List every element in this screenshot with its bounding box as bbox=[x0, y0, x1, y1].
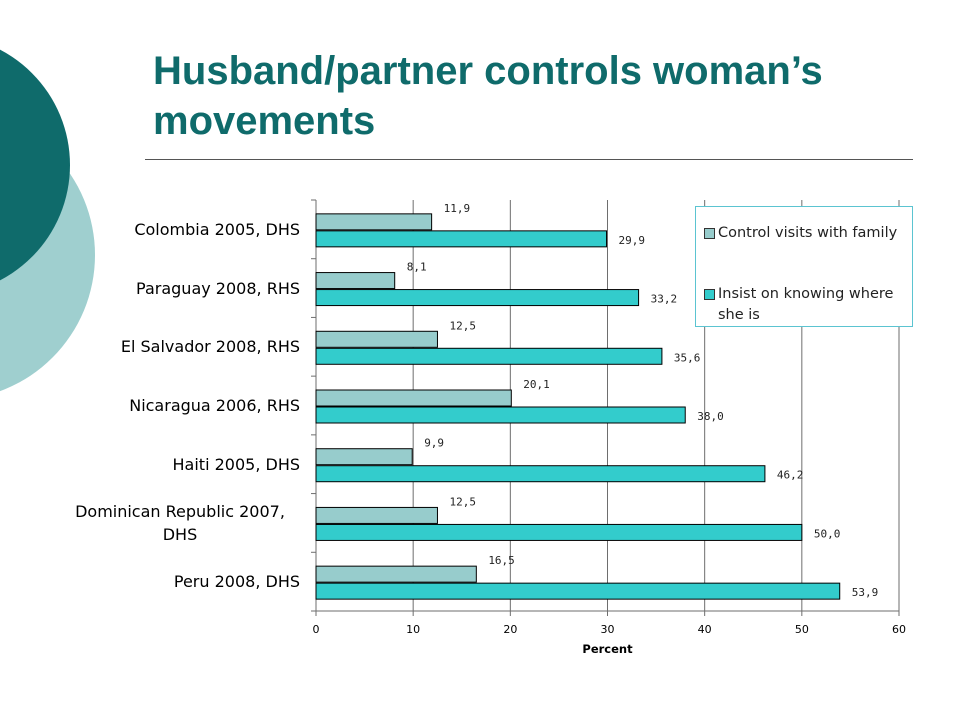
category-label: Peru 2008, DHS bbox=[173, 572, 300, 592]
x-tick-label: 50 bbox=[795, 623, 809, 636]
legend-label: Insist on knowing where she is bbox=[718, 286, 894, 323]
bar-insist-knowing bbox=[315, 289, 640, 307]
data-label: 38,0 bbox=[697, 410, 724, 423]
x-tick-label: 40 bbox=[698, 623, 712, 636]
slide-title: Husband/partner controls woman’s movemen… bbox=[153, 49, 823, 143]
legend-label: Control visits with family bbox=[718, 225, 898, 241]
x-axis-label: Percent bbox=[582, 642, 633, 656]
title-divider bbox=[145, 159, 913, 160]
bar-control-visits bbox=[315, 448, 413, 466]
bar-control-visits bbox=[315, 389, 512, 407]
bar-control-visits bbox=[315, 330, 438, 348]
bar-insist-knowing bbox=[315, 230, 608, 248]
x-tick-label: 30 bbox=[601, 623, 615, 636]
x-tick-label: 60 bbox=[892, 623, 906, 636]
data-label: 46,2 bbox=[777, 469, 804, 482]
bar-insist-knowing bbox=[315, 465, 766, 483]
legend-item-insist-knowing: Insist on knowing where she is bbox=[704, 284, 908, 326]
chart-legend: Control visits with family Insist on kno… bbox=[695, 206, 913, 327]
category-label: Nicaragua 2006, RHS bbox=[129, 396, 300, 415]
legend-item-control-visits: Control visits with family bbox=[704, 223, 908, 244]
legend-swatch-insist-knowing bbox=[704, 289, 715, 300]
legend-swatch-control-visits bbox=[704, 228, 715, 239]
x-tick-label: 20 bbox=[503, 623, 517, 636]
data-label: 12,5 bbox=[449, 495, 476, 508]
category-label: Dominican Republic 2007, DHS bbox=[75, 501, 285, 544]
data-label: 53,9 bbox=[852, 586, 879, 599]
bar-control-visits bbox=[315, 272, 396, 290]
category-label: Haiti 2005, DHS bbox=[172, 454, 300, 474]
data-label: 29,9 bbox=[619, 234, 646, 247]
bar-control-visits bbox=[315, 565, 477, 583]
x-tick-label: 0 bbox=[313, 623, 320, 636]
data-label: 12,5 bbox=[449, 319, 476, 332]
bar-insist-knowing bbox=[315, 582, 841, 600]
bar-control-visits bbox=[315, 506, 438, 524]
data-label: 16,5 bbox=[488, 554, 515, 567]
category-label: Paraguay 2008, RHS bbox=[136, 278, 300, 298]
bar-insist-knowing bbox=[315, 523, 803, 541]
bar-insist-knowing bbox=[315, 347, 663, 365]
bar-insist-knowing bbox=[315, 406, 686, 424]
x-tick-label: 10 bbox=[406, 623, 420, 636]
data-label: 20,1 bbox=[523, 378, 550, 391]
bar-control-visits bbox=[315, 213, 433, 231]
category-label: Colombia 2005, DHS bbox=[134, 219, 300, 239]
data-label: 8,1 bbox=[407, 261, 427, 274]
category-label: El Salvador 2008, RHS bbox=[120, 337, 300, 357]
data-label: 11,9 bbox=[444, 202, 471, 215]
data-label: 50,0 bbox=[814, 527, 841, 540]
data-label: 33,2 bbox=[651, 293, 678, 306]
data-label: 35,6 bbox=[674, 351, 701, 364]
decorative-dark-circle bbox=[0, 49, 70, 281]
data-label: 9,9 bbox=[424, 437, 444, 450]
